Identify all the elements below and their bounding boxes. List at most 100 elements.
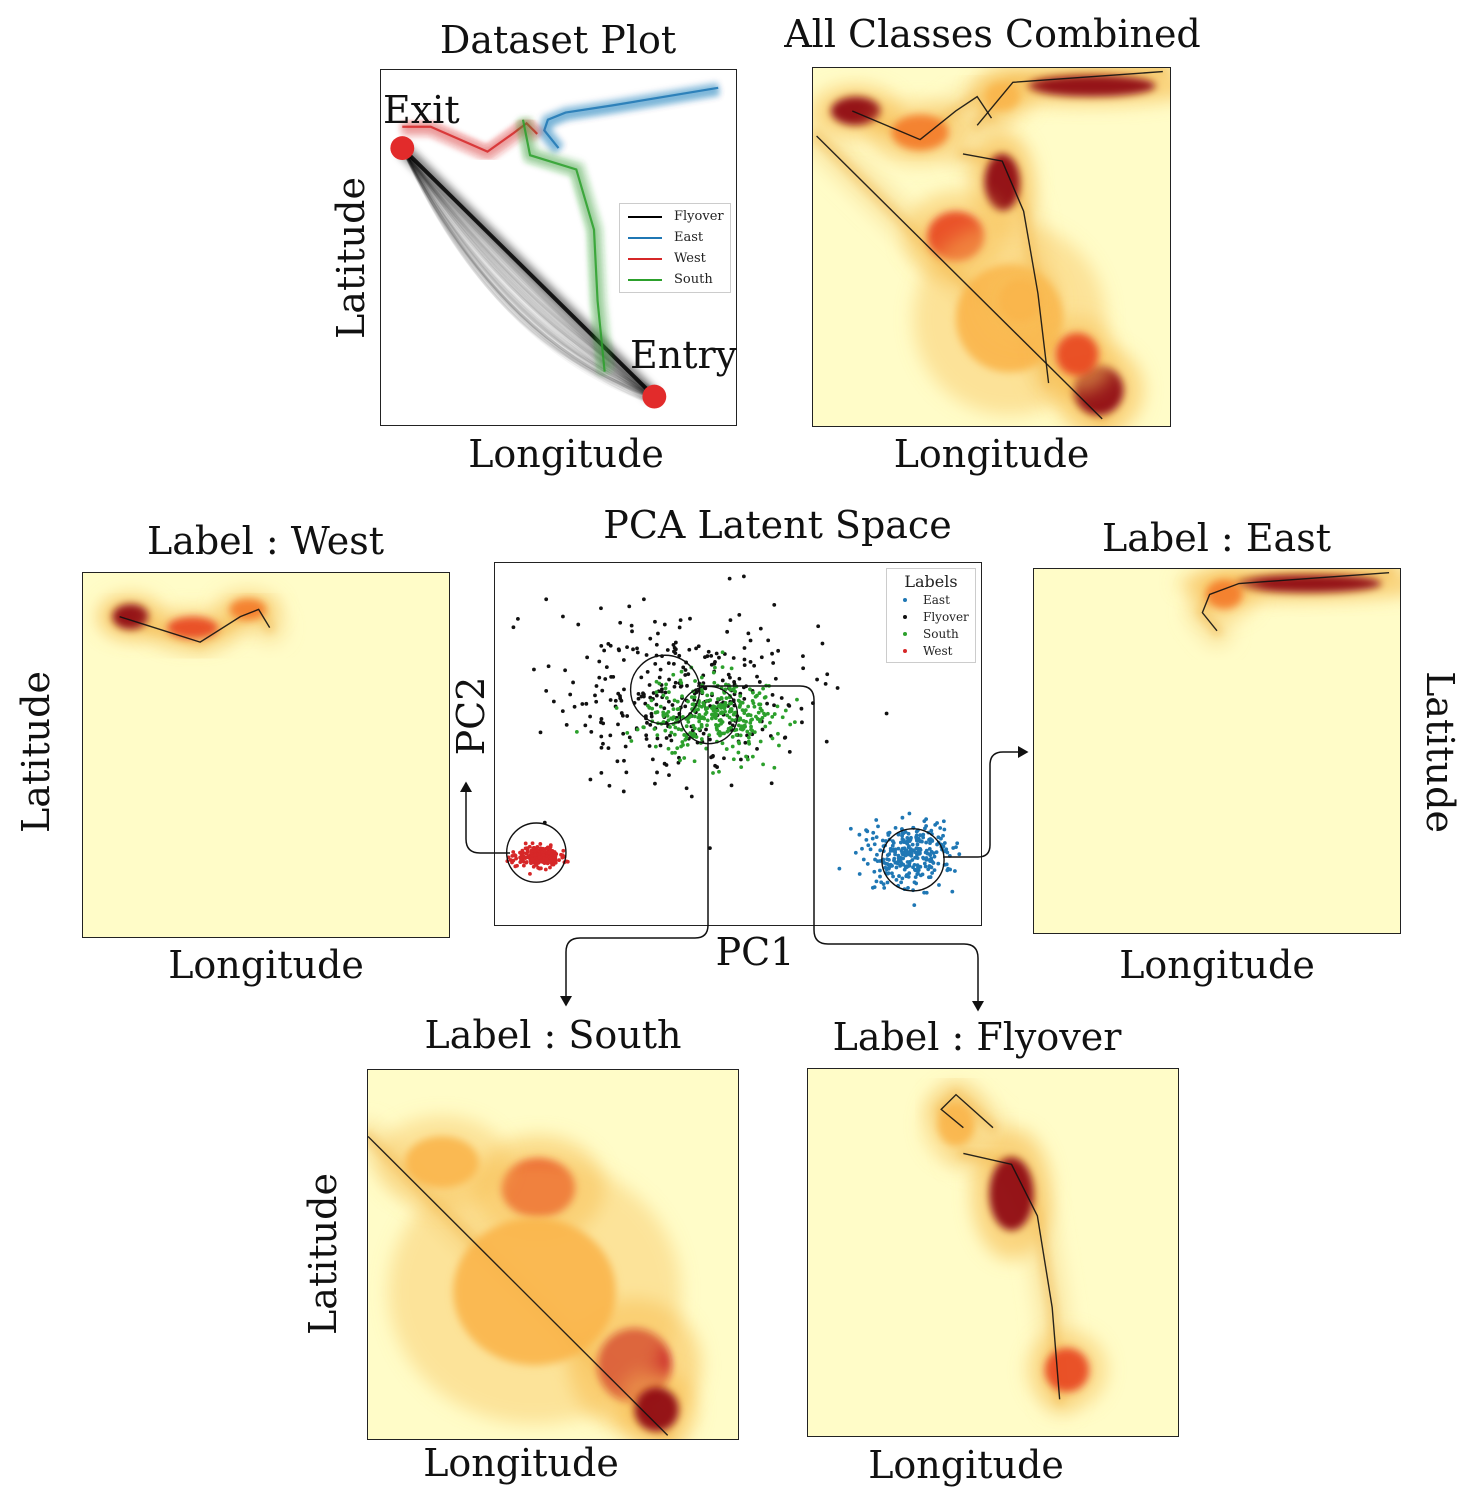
scatter-point-flyover: [601, 741, 605, 746]
scatter-point-west: [527, 844, 532, 849]
scatter-point-east: [861, 857, 866, 862]
scatter-point-flyover: [597, 675, 602, 680]
scatter-point-west: [535, 847, 540, 852]
scatter-point-flyover: [677, 625, 682, 630]
scatter-point-south: [641, 725, 646, 730]
scatter-point-east: [946, 866, 951, 871]
scatter-point-flyover: [710, 754, 715, 759]
scatter-point-west: [537, 855, 542, 860]
scatter-point-flyover: [704, 727, 708, 732]
scatter-point-west: [551, 862, 556, 867]
density-blob: [405, 1136, 479, 1189]
density-blob: [891, 114, 949, 151]
scatter-point-south: [680, 694, 684, 699]
south-heatmap: [367, 1069, 739, 1440]
scatter-point-flyover: [654, 702, 659, 707]
scatter-point-flyover: [660, 687, 664, 692]
scatter-point-flyover: [606, 746, 611, 750]
scatter-point-south: [758, 706, 763, 711]
scatter-point-south: [730, 744, 735, 749]
scatter-point-flyover: [593, 693, 597, 698]
flyover-heatmap: [807, 1068, 1179, 1437]
scatter-point-flyover: [516, 617, 520, 621]
combined-heatmap: [812, 67, 1171, 427]
scatter-point-flyover: [741, 574, 746, 579]
scatter-point-south: [741, 726, 746, 731]
trajectory-line: [816, 135, 1103, 420]
scatter-point-east: [910, 842, 915, 847]
scatter-point-east: [878, 868, 882, 873]
scatter-point-east: [874, 818, 879, 822]
scatter-point-west: [541, 852, 546, 857]
scatter-point-flyover: [742, 663, 747, 668]
scatter-point-east: [883, 861, 888, 866]
scatter-point-south: [757, 691, 762, 696]
scatter-point-flyover: [608, 698, 613, 702]
scatter-point-flyover: [563, 668, 568, 673]
scatter-point-flyover: [683, 704, 688, 709]
scatter-point-east: [955, 841, 960, 846]
scatter-point-south: [699, 737, 704, 741]
pca-xlabel: PC1: [715, 930, 795, 974]
scatter-point-south: [775, 704, 780, 709]
scatter-point-flyover: [748, 638, 753, 643]
scatter-point-flyover: [572, 704, 577, 709]
scatter-point-south: [666, 746, 671, 751]
scatter-point-flyover: [748, 659, 753, 664]
scatter-point-south: [713, 665, 717, 670]
scatter-point-flyover: [649, 711, 654, 716]
scatter-point-east: [957, 852, 962, 857]
scatter-point-south: [754, 714, 758, 719]
scatter-point-east: [936, 861, 941, 866]
scatter-point-flyover: [662, 706, 667, 711]
scatter-point-south: [692, 695, 697, 700]
scatter-point-flyover: [571, 680, 575, 685]
scatter-point-south: [731, 757, 736, 762]
scatter-point-flyover: [673, 680, 678, 685]
trajectory-line: [940, 1093, 994, 1129]
scatter-point-south: [748, 687, 752, 692]
scatter-point-south: [705, 723, 709, 728]
scatter-point-flyover: [683, 673, 688, 677]
scatter-point-east: [932, 854, 937, 859]
scatter-point-flyover: [684, 786, 689, 791]
scatter-point-flyover: [648, 636, 653, 641]
scatter-point-flyover: [683, 668, 688, 672]
scatter-point-east: [876, 824, 880, 829]
scatter-point-east: [878, 848, 883, 853]
scatter-point-flyover: [666, 699, 671, 704]
scatter-point-south: [686, 699, 690, 704]
scatter-point-flyover: [664, 763, 669, 767]
scatter-point-flyover: [667, 773, 671, 778]
scatter-point-flyover: [621, 731, 626, 736]
scatter-point-south: [750, 754, 755, 759]
scatter-point-east: [929, 828, 934, 833]
scatter-point-flyover: [820, 641, 825, 646]
scatter-point-flyover: [686, 672, 691, 677]
scatter-point-south: [670, 751, 675, 755]
scatter-point-flyover: [729, 783, 734, 788]
scatter-point-flyover: [738, 757, 743, 762]
scatter-point-south: [700, 716, 705, 721]
scatter-point-south: [745, 729, 750, 734]
scatter-point-flyover: [511, 625, 516, 630]
scatter-point-flyover: [635, 646, 639, 651]
scatter-point-south: [772, 765, 777, 770]
scatter-point-flyover: [622, 687, 626, 692]
scatter-point-west: [557, 858, 561, 863]
scatter-point-east: [870, 885, 875, 890]
track-spread: [535, 80, 721, 154]
scatter-point-flyover: [728, 618, 733, 622]
scatter-point-south: [676, 727, 681, 731]
scatter-point-south: [692, 759, 697, 764]
scatter-point-flyover: [776, 648, 781, 653]
scatter-point-south: [792, 720, 797, 725]
scatter-point-flyover: [599, 717, 604, 721]
scatter-point-south: [763, 695, 768, 699]
scatter-point-south: [750, 717, 755, 722]
scatter-point-east: [927, 847, 932, 851]
scatter-point-south: [705, 718, 710, 723]
scatter-point-flyover: [636, 696, 641, 701]
scatter-point-east: [890, 839, 895, 844]
south-title: Label : South: [424, 1013, 682, 1057]
